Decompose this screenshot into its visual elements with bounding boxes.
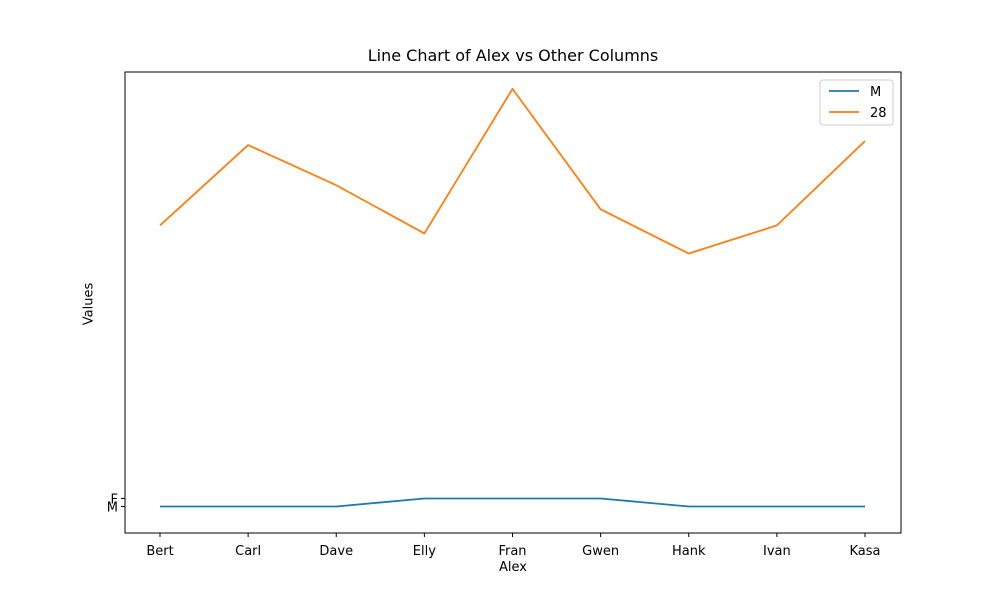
x-tick-label: Fran [498, 544, 526, 559]
x-tick-label: Elly [413, 544, 436, 559]
x-tick-label: Gwen [582, 544, 619, 559]
x-tick-label: Dave [319, 544, 353, 559]
x-tick-label: Hank [672, 544, 706, 559]
x-tick-label: Bert [146, 544, 173, 559]
x-axis-label: Alex [499, 560, 527, 575]
series-line-0 [160, 497, 865, 508]
chart-title: Line Chart of Alex vs Other Columns [367, 46, 659, 65]
plot-area-frame [124, 71, 902, 534]
y-tick-label: F [111, 492, 118, 507]
x-tick-label: Kasa [849, 544, 880, 559]
legend-label: 28 [870, 106, 887, 121]
legend-label: M [870, 85, 881, 100]
legend: M 28 [819, 79, 894, 126]
x-tick-label: Ivan [763, 544, 791, 559]
y-tick-label: M [107, 500, 118, 515]
x-tick-label: Carl [235, 544, 261, 559]
series-line-1 [159, 87, 866, 255]
